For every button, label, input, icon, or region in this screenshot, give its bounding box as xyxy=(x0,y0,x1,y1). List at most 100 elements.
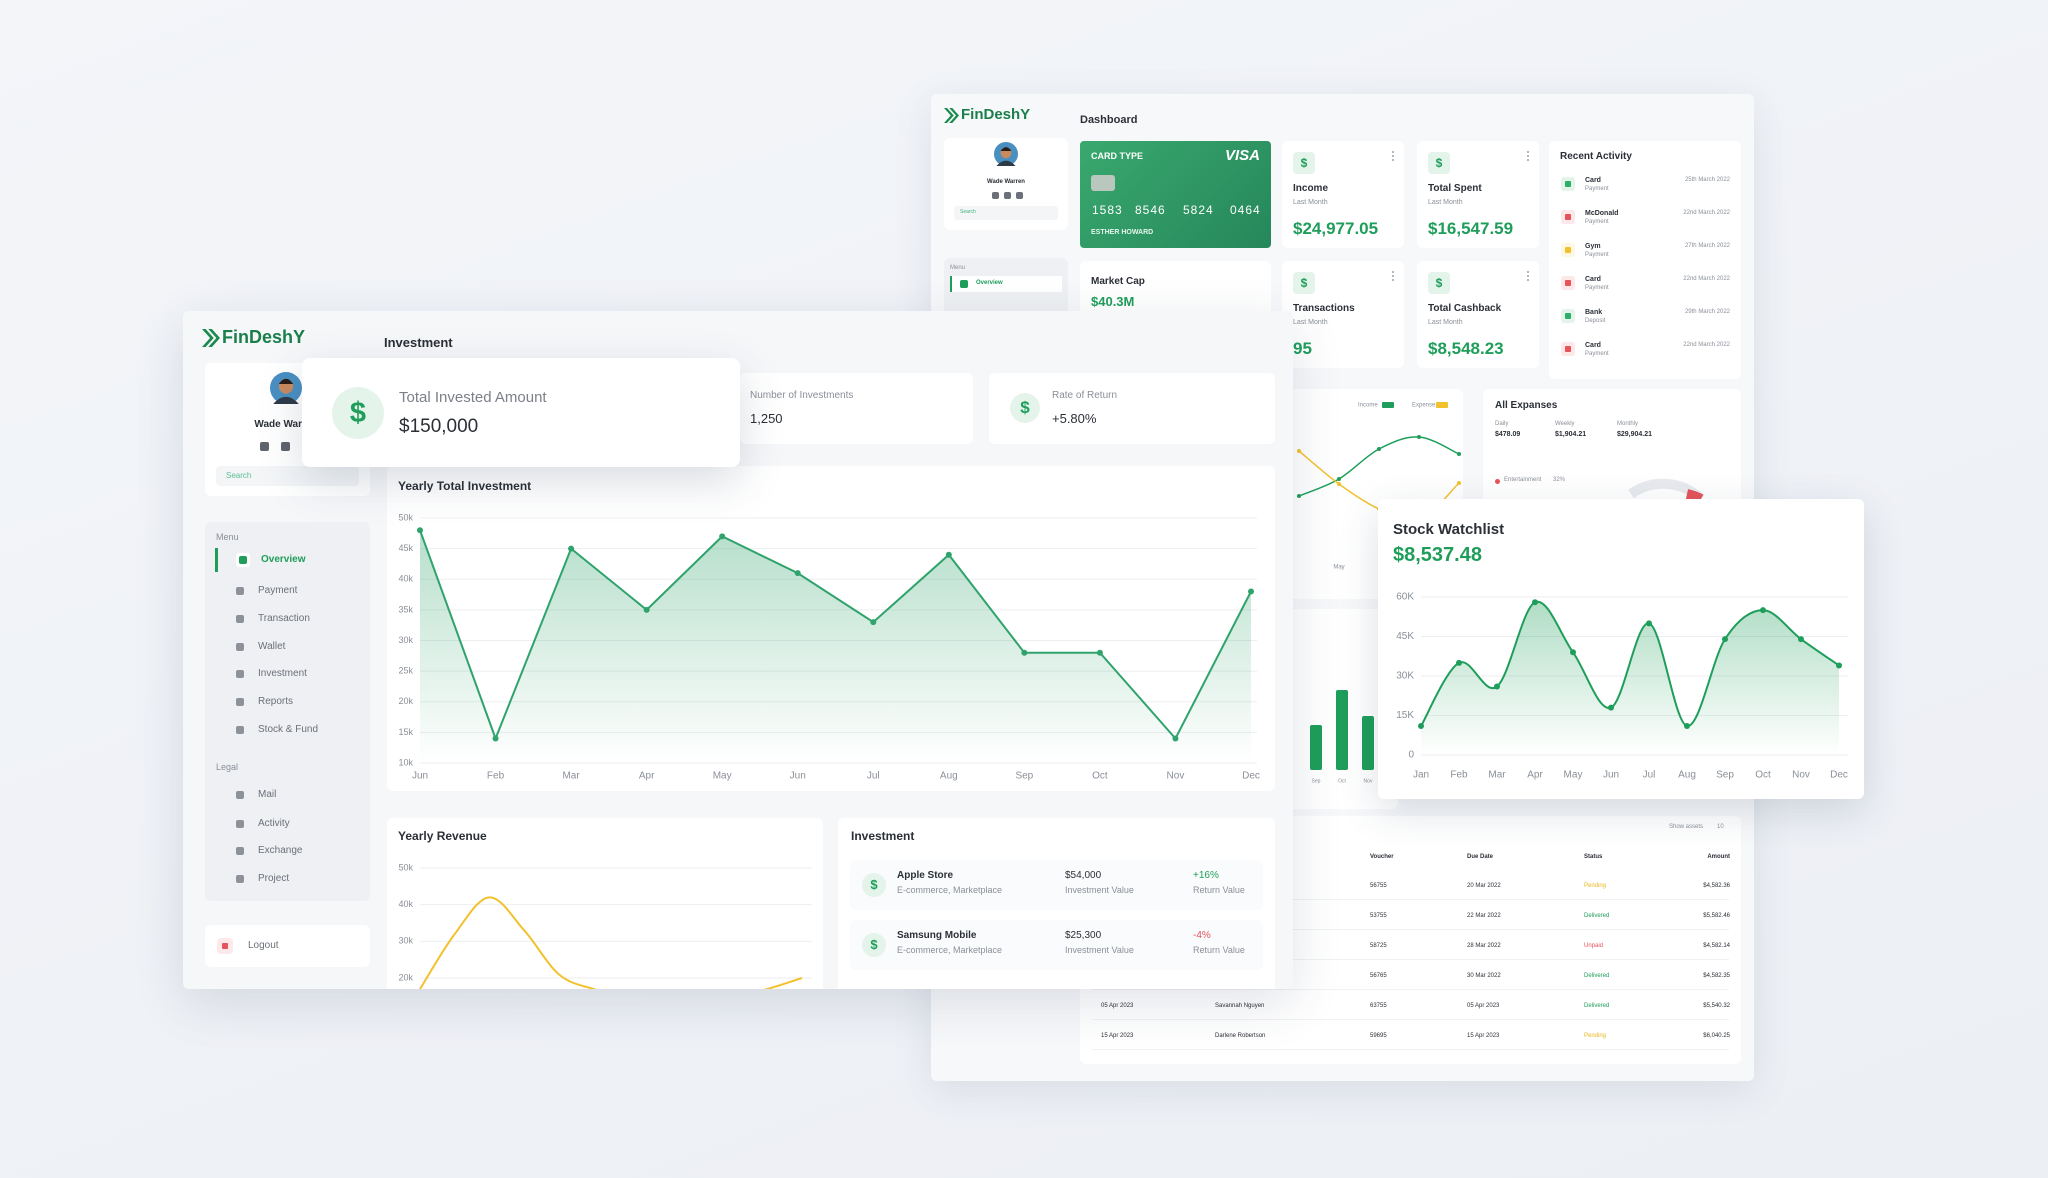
menu-text: Overview xyxy=(976,280,1003,286)
menu-item[interactable]: Project xyxy=(215,867,365,891)
more-dot[interactable] xyxy=(1392,279,1394,281)
menu-text: Activity xyxy=(258,818,290,829)
activity-name: Gym xyxy=(1585,243,1601,250)
activity-name: Card xyxy=(1585,177,1601,184)
more-dot[interactable] xyxy=(1392,159,1394,161)
currency-symbol: $ xyxy=(1020,398,1030,417)
menu-icon-glyph xyxy=(236,698,244,706)
y-tick-label: 50k xyxy=(398,862,413,872)
currency-icon: $ xyxy=(1293,272,1315,294)
more-dot[interactable] xyxy=(1392,275,1394,277)
investment-row[interactable]: $ Apple Store E-commerce, Marketplace $54,0… xyxy=(850,860,1263,910)
menu-icon-glyph xyxy=(236,791,244,799)
point xyxy=(1608,704,1614,711)
legend-label: Entertainment xyxy=(1504,477,1542,483)
more-dot[interactable] xyxy=(1527,151,1529,153)
point xyxy=(417,527,423,534)
more-dot[interactable] xyxy=(1527,155,1529,157)
card-holder: ESTHER HOWARD xyxy=(1091,229,1154,236)
search-box[interactable]: Search xyxy=(216,466,359,486)
activity-date: 22nd March 2022 xyxy=(1683,342,1730,348)
area xyxy=(1421,601,1839,755)
stat-subtitle: Last Month xyxy=(1293,319,1328,326)
menu-item[interactable]: Exchange xyxy=(215,839,365,863)
chart-title: Yearly Total Investment xyxy=(398,479,532,493)
stock-watchlist-card: Stock Watchlist $8,537.48 0 15K 30K 45K 60K Jan… xyxy=(1378,499,1864,799)
x-tick-label: Dec xyxy=(1242,771,1260,782)
profile-action[interactable] xyxy=(281,442,290,451)
profile-action[interactable] xyxy=(1004,192,1011,199)
menu-label: Menu xyxy=(216,532,239,542)
currency-symbol: $ xyxy=(870,937,878,952)
stat-value: $8,548.23 xyxy=(1428,339,1504,358)
profile-action[interactable] xyxy=(1016,192,1023,199)
menu-item-active[interactable]: Overview xyxy=(950,276,1062,292)
row-divider xyxy=(1092,1019,1729,1020)
cell-due: 20 Mar 2022 xyxy=(1467,883,1501,889)
point xyxy=(1532,599,1538,606)
more-dot[interactable] xyxy=(1392,151,1394,153)
summary-title: Rate of Return xyxy=(1052,390,1118,401)
menu-item[interactable]: Investment xyxy=(215,662,365,686)
point xyxy=(1494,683,1500,690)
y-tick-label: 35k xyxy=(398,604,413,614)
logout-text: Logout xyxy=(248,940,279,951)
activity-type: Payment xyxy=(1585,351,1609,357)
x-tick-label: May xyxy=(1564,770,1583,781)
show-label: Show assets xyxy=(1669,824,1704,830)
yearly-revenue-panel: Yearly Revenue 20k 30k 40k 50k xyxy=(387,818,823,989)
card-number: 0464 xyxy=(1230,203,1261,217)
row-divider xyxy=(1092,959,1729,960)
menu-card: Menu Overview Payment Transaction Wallet Inve… xyxy=(205,522,370,901)
cell-name: Darlene Robertson xyxy=(1215,1033,1266,1039)
point xyxy=(1021,649,1028,656)
point xyxy=(1646,620,1652,627)
avatar-body xyxy=(996,160,1016,166)
menu-item[interactable]: Wallet xyxy=(215,635,365,659)
yearly-total-chart: 10k 15k 20k 25k 30k 35k 40k 45k 50k Jun Feb Mar Apr M… xyxy=(398,512,1260,782)
menu-text: Stock & Fund xyxy=(258,724,319,735)
row-divider xyxy=(1092,929,1729,930)
menu-item-active[interactable]: Overview xyxy=(215,548,365,572)
line xyxy=(419,529,1252,742)
activity-type: Payment xyxy=(1585,219,1609,225)
point xyxy=(1172,735,1179,742)
more-dot[interactable] xyxy=(1527,275,1529,277)
table-header: Amount xyxy=(1707,854,1730,860)
cell-status: Delivered xyxy=(1584,973,1610,979)
stat-subtitle: Last Month xyxy=(1293,199,1328,206)
profile-action[interactable] xyxy=(992,192,999,199)
investment-row[interactable]: $ Samsung Mobile E-commerce, Marketplace $2… xyxy=(850,920,1263,970)
page-title: Dashboard xyxy=(1080,114,1138,126)
total-invested-card: $ Total Invested Amount $150,000 xyxy=(302,358,740,467)
summary-title: Number of Investments xyxy=(750,390,854,401)
menu-item[interactable]: Payment xyxy=(215,579,365,603)
period-value: $29,904.21 xyxy=(1617,431,1653,438)
logout-button[interactable]: Logout xyxy=(205,925,370,967)
more-dot[interactable] xyxy=(1392,271,1394,273)
card-chip xyxy=(1091,175,1115,191)
menu-item[interactable]: Activity xyxy=(215,812,365,836)
activity-name: Bank xyxy=(1585,309,1603,316)
menu-icon-glyph xyxy=(236,587,244,595)
menu-text: Exchange xyxy=(258,845,303,856)
search-box[interactable]: Search xyxy=(954,206,1058,220)
cell-date: 05 Apr 2023 xyxy=(1101,1003,1134,1009)
activity-date: 22nd March 2022 xyxy=(1683,210,1730,216)
stat-subtitle: Last Month xyxy=(1428,199,1463,206)
y-tick-label: 15k xyxy=(398,727,413,737)
more-dot[interactable] xyxy=(1527,159,1529,161)
more-dot[interactable] xyxy=(1527,271,1529,273)
menu-item[interactable]: Reports xyxy=(215,690,365,714)
menu-item[interactable]: Transaction xyxy=(215,607,365,631)
activity-icon-glyph xyxy=(1565,313,1571,319)
menu-item[interactable]: Mail xyxy=(215,783,365,807)
more-dot[interactable] xyxy=(1527,279,1529,281)
period-value: $478.09 xyxy=(1495,431,1521,438)
stat-value: $24,977.05 xyxy=(1293,219,1379,238)
profile-action[interactable] xyxy=(260,442,269,451)
more-dot[interactable] xyxy=(1392,155,1394,157)
legend-dot xyxy=(1495,479,1500,484)
profile-name: Wade Warren xyxy=(254,419,318,430)
menu-item[interactable]: Stock & Fund xyxy=(215,718,365,742)
